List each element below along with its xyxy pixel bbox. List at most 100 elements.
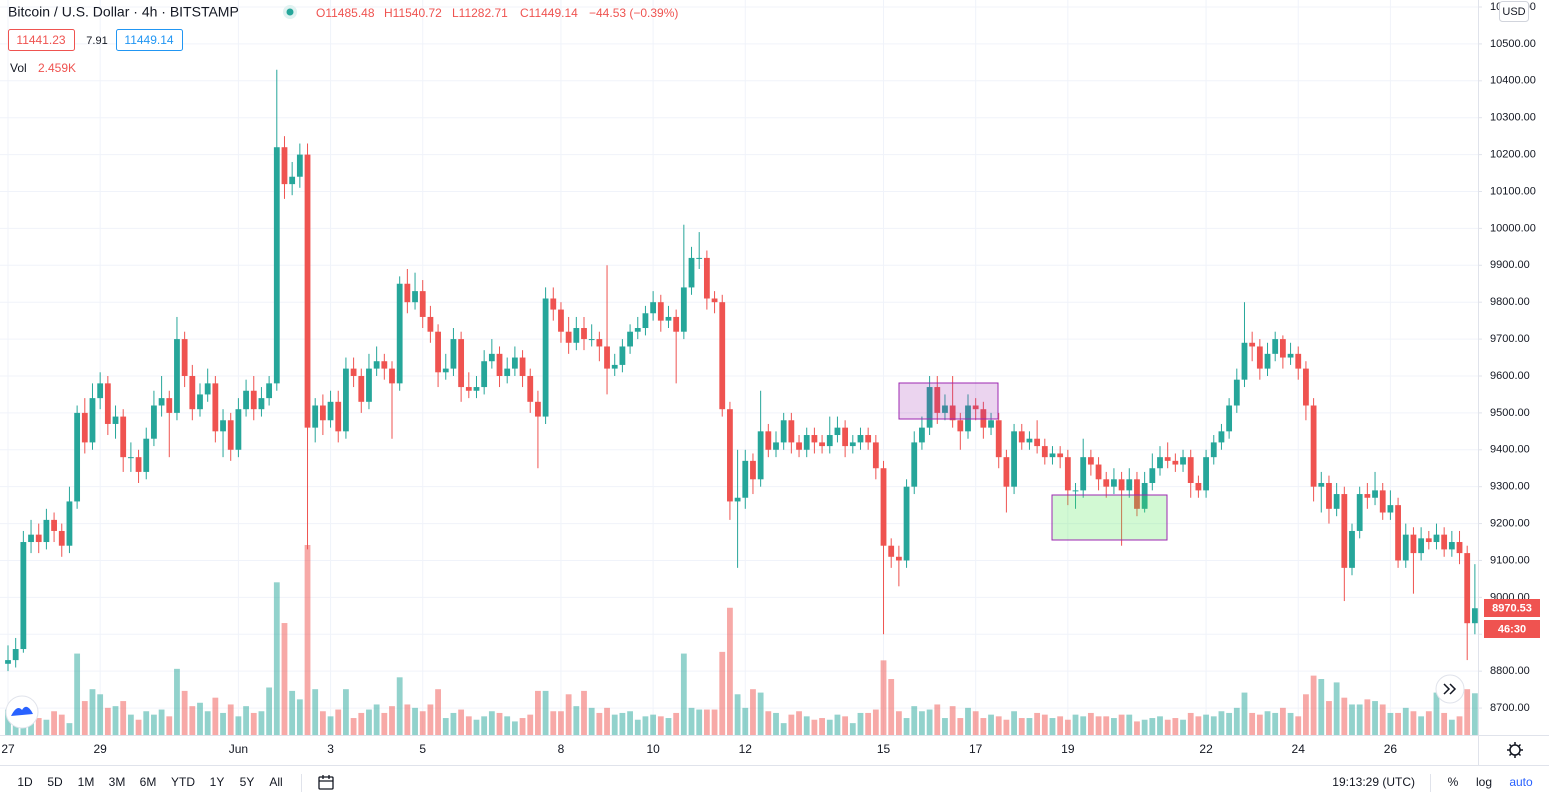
volume-bar: [396, 677, 403, 735]
volume-bar: [596, 712, 603, 735]
volume-bar: [611, 714, 618, 735]
candle-body: [942, 405, 948, 413]
candle-body: [89, 398, 96, 443]
candle-body: [1141, 482, 1148, 509]
volume-bar: [972, 711, 979, 735]
candle-body: [565, 331, 572, 343]
y-tick-label: 9500.00: [1490, 407, 1530, 419]
volume-bar: [634, 719, 641, 735]
candle-body: [1241, 342, 1248, 380]
range-button[interactable]: 3M: [109, 775, 126, 789]
log-toggle[interactable]: log: [1476, 775, 1492, 789]
y-tick-label: 10000.00: [1490, 222, 1536, 234]
candle-body: [1471, 608, 1478, 624]
volume-bar: [857, 712, 864, 735]
volume-bar: [727, 607, 733, 735]
range-button[interactable]: YTD: [171, 775, 195, 789]
candle-body: [926, 387, 933, 428]
volume-bar: [496, 712, 503, 735]
candle-body: [220, 420, 226, 432]
candle-body: [542, 298, 549, 417]
volume-bar: [389, 706, 395, 735]
range-button[interactable]: 1M: [78, 775, 95, 789]
currency-button[interactable]: [1499, 1, 1529, 22]
range-button[interactable]: 1Y: [210, 775, 225, 789]
ask-price: 11449.14: [124, 33, 173, 47]
volume-bar: [1356, 704, 1363, 735]
auto-toggle[interactable]: auto: [1509, 775, 1533, 789]
volume-bar: [158, 709, 165, 735]
volume-bar: [12, 719, 19, 735]
volume-bar: [1310, 675, 1317, 735]
candle-body: [596, 339, 603, 347]
ohlc-close: C11449.14: [520, 6, 578, 20]
candle-body: [765, 431, 772, 450]
currency-label: USD: [1502, 6, 1525, 18]
candle-body: [1448, 542, 1455, 550]
candle-body: [151, 405, 157, 439]
candle-body: [135, 457, 142, 472]
volume-bar: [1180, 719, 1186, 735]
volume-bar: [250, 712, 257, 735]
candle-body: [1118, 479, 1125, 491]
candle-body: [1195, 482, 1202, 491]
candle-body: [289, 176, 296, 185]
candle-body: [1387, 505, 1394, 513]
ohlc-high: H11540.72: [384, 6, 442, 20]
range-button[interactable]: 1D: [17, 775, 33, 789]
volume-bar: [5, 709, 11, 735]
range-button[interactable]: 5Y: [240, 775, 255, 789]
candle-body: [281, 147, 288, 185]
ask-box[interactable]: [116, 29, 183, 51]
candle-body: [1264, 353, 1271, 369]
candle-body: [412, 291, 418, 303]
x-tick-label: 19: [1061, 742, 1075, 756]
volume-bar: [120, 701, 127, 735]
candle-body: [104, 383, 111, 424]
candle-body: [1287, 353, 1294, 358]
volume-bar: [243, 706, 249, 735]
volume-bar: [926, 709, 933, 735]
y-tick-label: 10400.00: [1490, 75, 1536, 87]
range-button[interactable]: 6M: [140, 775, 157, 789]
clock[interactable]: 19:13:29 (UTC): [1332, 775, 1415, 789]
candle-body: [1402, 534, 1409, 561]
volume-bar: [1126, 714, 1133, 735]
percent-toggle[interactable]: %: [1448, 775, 1459, 789]
volume-bar: [773, 712, 779, 735]
volume-bar: [573, 706, 580, 735]
range-button[interactable]: 5D: [47, 775, 63, 789]
volume-bar: [1149, 718, 1156, 735]
volume-bar: [734, 694, 741, 735]
candle-body: [550, 298, 557, 310]
rectangle-drawing[interactable]: [898, 382, 999, 420]
candle-body: [1410, 534, 1417, 554]
volume-bar: [1210, 716, 1217, 735]
candle-body: [1041, 446, 1048, 458]
candle-body: [1111, 479, 1117, 487]
goto-date-button[interactable]: [318, 776, 334, 790]
candle-body: [358, 375, 365, 402]
candle-body: [826, 435, 833, 447]
candle-body: [573, 328, 580, 343]
candle-body: [1379, 490, 1386, 513]
volume-bar: [865, 712, 872, 735]
volume-bar: [442, 718, 449, 735]
last-price: 8970.53: [1492, 602, 1532, 614]
volume-bar: [1164, 719, 1171, 735]
volume-bar: [296, 699, 303, 735]
range-button[interactable]: All: [269, 775, 282, 789]
volume-bar: [588, 707, 595, 735]
volume-bar: [757, 692, 764, 735]
candle-body: [58, 530, 65, 546]
bid-box[interactable]: [8, 29, 75, 51]
candle-body: [181, 339, 188, 376]
candle-body: [1210, 442, 1217, 458]
volume-label: Vol: [10, 61, 27, 75]
volume-bar: [1118, 714, 1125, 735]
volume-bar: [235, 716, 242, 735]
rectangle-drawing[interactable]: [1051, 494, 1168, 541]
volume-bar: [988, 714, 994, 735]
candle-body: [642, 313, 649, 329]
